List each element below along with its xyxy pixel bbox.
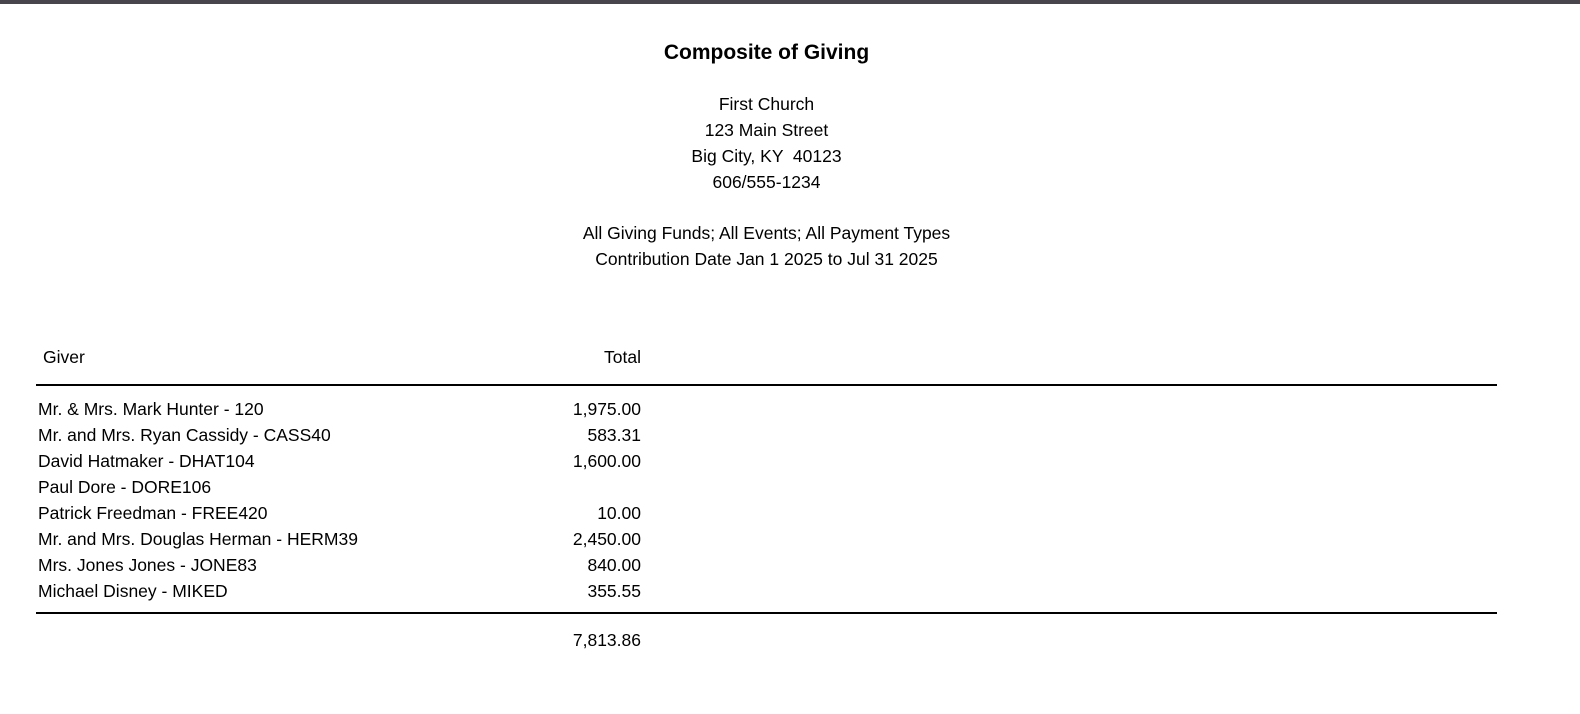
organization-address-street: 123 Main Street <box>704 120 829 140</box>
column-header-giver: Giver <box>43 347 85 367</box>
giver-total-cell: 1,975.00 <box>572 399 641 419</box>
column-header-total: Total <box>604 347 641 367</box>
report-title: Composite of Giving <box>663 41 870 64</box>
giver-total-cell <box>556 474 641 500</box>
table-row: Mr. and Mrs. Ryan Cassidy - CASS40 583.3… <box>36 422 1497 448</box>
giver-total-cell: 10.00 <box>597 503 641 523</box>
table-row: Michael Disney - MIKED 355.55 <box>36 578 1497 604</box>
giver-total-cell: 1,600.00 <box>572 451 641 471</box>
report-criteria: All Giving Funds; All Events; All Paymen… <box>36 220 1497 272</box>
giver-total-cell: 583.31 <box>587 425 641 445</box>
grand-total-spacer <box>36 627 556 653</box>
window-top-edge <box>0 0 1580 4</box>
total-rule <box>36 612 1497 614</box>
table-row: Mrs. Jones Jones - JONE83 840.00 <box>36 552 1497 578</box>
table-header-row: Giver Total <box>36 344 1497 370</box>
header-rule <box>36 384 1497 386</box>
giver-total-cell: 840.00 <box>587 555 641 575</box>
report-page: Composite of Giving First Church 123 Mai… <box>36 4 1497 653</box>
giver-name-cell: Mr. & Mrs. Mark Hunter - 120 <box>38 399 264 419</box>
grand-total-row: 7,813.86 <box>36 627 1497 653</box>
giver-name-cell: Paul Dore - DORE106 <box>38 477 212 497</box>
giver-total-cell: 355.55 <box>587 581 641 601</box>
grand-total-value: 7,813.86 <box>572 630 641 650</box>
table-body: Mr. & Mrs. Mark Hunter - 120 1,975.00 Mr… <box>36 386 1497 604</box>
organization-phone: 606/555-1234 <box>712 172 821 192</box>
giver-name-cell: Patrick Freedman - FREE420 <box>38 503 268 523</box>
table-row: Mr. & Mrs. Mark Hunter - 120 1,975.00 <box>36 396 1497 422</box>
giver-name-cell: Michael Disney - MIKED <box>38 581 228 601</box>
table-row: Mr. and Mrs. Douglas Herman - HERM39 2,4… <box>36 526 1497 552</box>
giver-total-cell: 2,450.00 <box>572 529 641 549</box>
giver-name-cell: David Hatmaker - DHAT104 <box>38 451 255 471</box>
giver-name-cell: Mr. and Mrs. Ryan Cassidy - CASS40 <box>38 425 331 445</box>
table-row: David Hatmaker - DHAT104 1,600.00 <box>36 448 1497 474</box>
organization-address-city: Big City, KY 40123 <box>691 146 842 166</box>
organization-name: First Church <box>718 94 815 114</box>
giver-name-cell: Mr. and Mrs. Douglas Herman - HERM39 <box>38 529 358 549</box>
giver-name-cell: Mrs. Jones Jones - JONE83 <box>38 555 257 575</box>
organization-header: First Church 123 Main Street Big City, K… <box>36 91 1497 195</box>
table-row: Patrick Freedman - FREE420 10.00 <box>36 500 1497 526</box>
table-row: Paul Dore - DORE106 <box>36 474 1497 500</box>
criteria-filters: All Giving Funds; All Events; All Paymen… <box>582 223 951 243</box>
criteria-date-range: Contribution Date Jan 1 2025 to Jul 31 2… <box>595 249 938 269</box>
giving-table: Giver Total Mr. & Mrs. Mark Hunter - 120… <box>36 344 1497 653</box>
